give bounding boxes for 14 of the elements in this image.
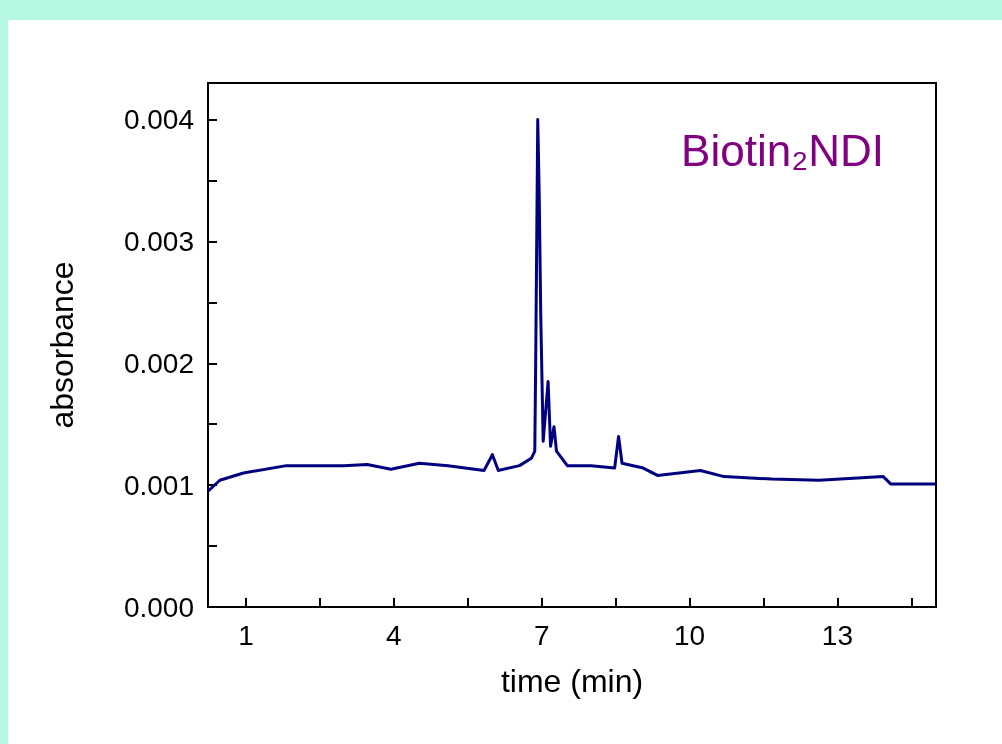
annotation: Biotin₂NDI: [681, 125, 884, 175]
x-axis-title: time (min): [500, 663, 644, 699]
y-tick-label: 0.000: [123, 591, 194, 623]
x-tick-label: 4: [386, 619, 402, 651]
y-tick-label: 0.004: [123, 104, 194, 136]
x-tick-label: 13: [821, 619, 853, 651]
y-tick-label: 0.002: [123, 347, 194, 379]
x-tick-label: 10: [673, 619, 706, 651]
x-tick-label: 7: [533, 619, 550, 651]
y-tick-label: 0.001: [123, 469, 194, 501]
line-series: [206, 118, 938, 493]
y-axis-title: absorbance: [44, 261, 80, 429]
x-tick-label: 1: [238, 619, 254, 651]
y-tick-label: 0.003: [123, 225, 194, 257]
